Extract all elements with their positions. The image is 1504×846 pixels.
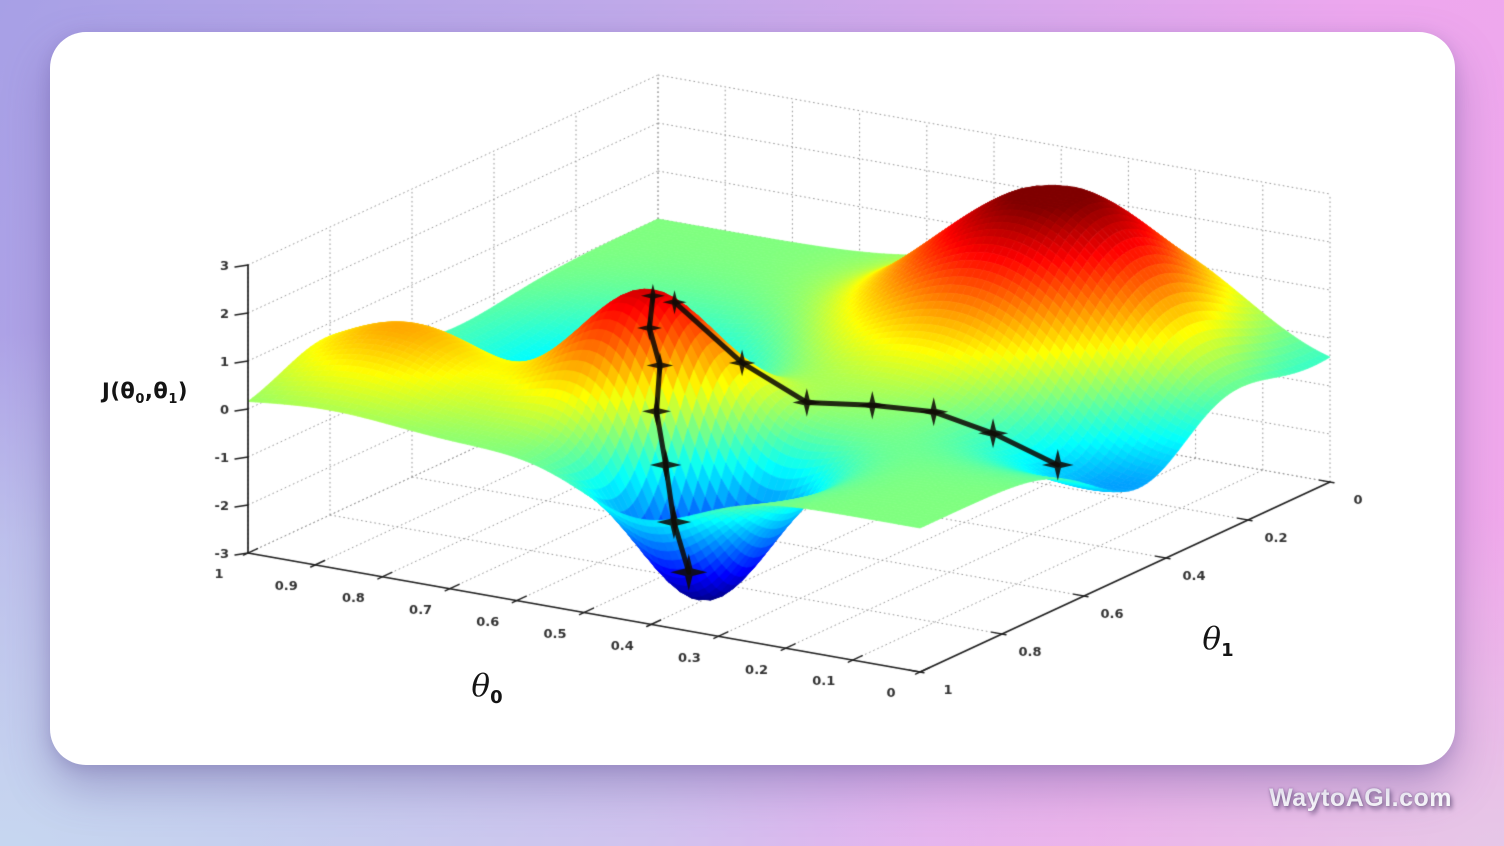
x-axis-label: θ0 (471, 667, 503, 709)
z-axis-label: J(θ0,θ1) (102, 378, 188, 408)
watermark: WaytoAGI.com (1269, 784, 1452, 812)
surface-plot-canvas (50, 32, 1455, 765)
plot-card: J(θ0,θ1) θ0 θ1 (50, 32, 1455, 765)
y-axis-label: θ1 (1202, 620, 1234, 662)
